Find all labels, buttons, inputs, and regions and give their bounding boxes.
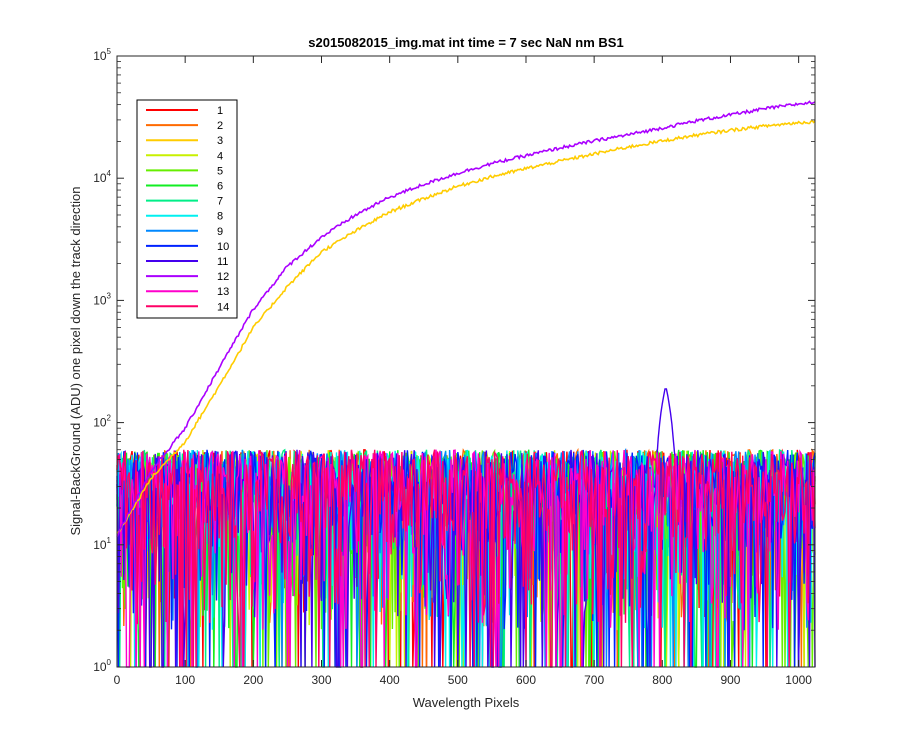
x-tick-label: 800 bbox=[652, 673, 672, 687]
legend-label-9: 9 bbox=[217, 226, 223, 238]
legend-label-4: 4 bbox=[217, 150, 223, 162]
x-axis-label: Wavelength Pixels bbox=[413, 695, 520, 710]
legend-label-11: 11 bbox=[217, 256, 228, 268]
y-tick-label: 105 bbox=[93, 47, 111, 63]
legend-label-8: 8 bbox=[217, 211, 223, 223]
legend-box bbox=[136, 99, 238, 319]
y-tick-label: 102 bbox=[93, 414, 111, 430]
y-axis-label: Signal-BackGround (ADU) one pixel down t… bbox=[68, 186, 83, 535]
legend-label-14: 14 bbox=[217, 301, 229, 313]
tick-layer: 0 100 200 300 400 500 600 700 800 900 100010010110… bbox=[93, 47, 815, 687]
x-tick-label: 1000 bbox=[785, 673, 812, 687]
y-tick-label: 104 bbox=[93, 169, 111, 185]
y-tick-label: 100 bbox=[93, 658, 111, 674]
x-tick-label: 300 bbox=[311, 673, 331, 687]
legend-label-1: 1 bbox=[217, 105, 223, 117]
legend-label-2: 2 bbox=[217, 120, 223, 132]
legend-label-6: 6 bbox=[217, 181, 223, 193]
series-line-3 bbox=[116, 119, 816, 535]
y-tick-label: 103 bbox=[93, 291, 111, 307]
legend-label-5: 5 bbox=[217, 165, 223, 177]
legend-label-13: 13 bbox=[217, 286, 229, 298]
x-tick-label: 500 bbox=[448, 673, 468, 687]
legend-label-10: 10 bbox=[217, 241, 229, 253]
x-tick-label: 700 bbox=[584, 673, 604, 687]
y-tick-label: 101 bbox=[93, 536, 111, 552]
series-line-12 bbox=[116, 100, 816, 538]
plot-border bbox=[116, 55, 816, 668]
legend-label-7: 7 bbox=[217, 196, 223, 208]
x-tick-label: 900 bbox=[720, 673, 740, 687]
series-line-14 bbox=[116, 449, 816, 668]
x-tick-label: 200 bbox=[243, 673, 263, 687]
x-tick-label: 0 bbox=[114, 673, 121, 687]
x-tick-label: 100 bbox=[175, 673, 195, 687]
x-tick-label: 600 bbox=[516, 673, 536, 687]
legend-label-3: 3 bbox=[217, 135, 223, 147]
legend-label-12: 12 bbox=[217, 271, 229, 283]
chart-title: s2015082015_img.mat int time = 7 sec NaN… bbox=[308, 35, 623, 50]
x-tick-label: 400 bbox=[380, 673, 400, 687]
